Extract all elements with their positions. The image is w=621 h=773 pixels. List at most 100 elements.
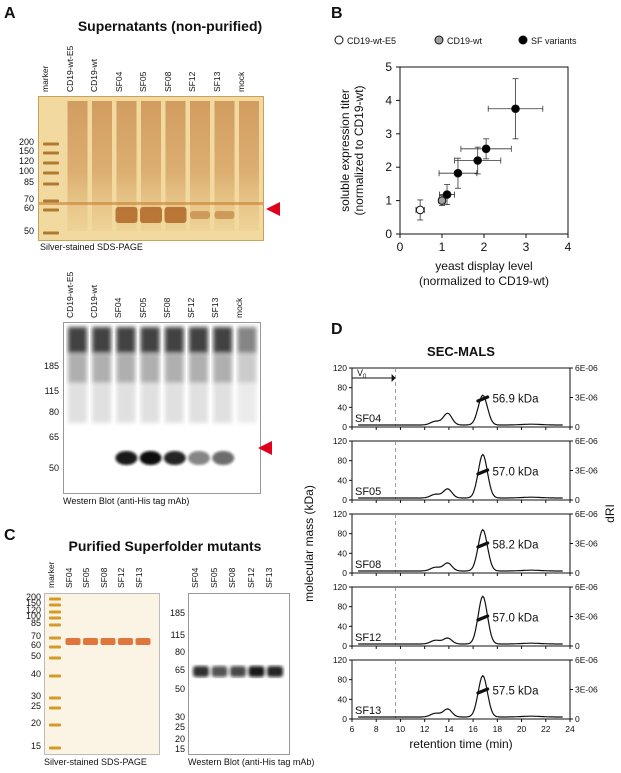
panel-a-title: Supernatants (non-purified)	[77, 18, 263, 34]
y-axis-label-group: soluble expression titer (normalized to C…	[338, 85, 366, 215]
mw-label: 70	[30, 631, 41, 641]
y-axis-label: (normalized to CD19-wt)	[352, 85, 366, 215]
y-tick-label: 120	[333, 582, 347, 592]
marker-band	[43, 208, 59, 212]
wb-smear	[237, 353, 257, 383]
mw-label: 60	[23, 203, 34, 213]
panel-label-b: B	[331, 5, 343, 22]
wb-smear	[164, 327, 184, 353]
lane-label: mock	[234, 297, 245, 318]
wb-smear	[140, 327, 160, 353]
x-tick-label: 18	[493, 724, 503, 734]
wb-smear	[189, 327, 208, 353]
purified-band	[135, 638, 151, 645]
legend-marker	[518, 35, 528, 45]
wb-smear	[92, 383, 112, 423]
gel-smear	[165, 101, 186, 231]
x-tick-label: 8	[374, 724, 379, 734]
purified-band	[65, 638, 81, 645]
chart-title: SEC-MALS	[427, 344, 495, 359]
wb-smear	[237, 327, 257, 353]
mass-trace	[476, 468, 490, 476]
y-tick-label: 40	[338, 402, 348, 412]
mass-label: 56.9 kDa	[492, 393, 539, 405]
y-tick-label: 40	[338, 621, 348, 631]
mw-label: 20	[30, 718, 41, 728]
lane-label: marker	[40, 65, 50, 92]
marker-band	[43, 199, 59, 203]
mw-label: 70	[23, 194, 34, 204]
wb-smear	[140, 353, 160, 383]
wb-smear	[140, 383, 160, 423]
v0-subscript: 0	[363, 374, 367, 380]
gel-smear	[92, 101, 112, 231]
lane-label: SF08	[98, 567, 109, 588]
sample-name: SF12	[355, 632, 381, 644]
purified-band	[100, 638, 116, 645]
dri-trace	[358, 674, 563, 718]
y-tick-label: 5	[385, 60, 392, 74]
lane-label: SF12	[116, 567, 126, 588]
y-tick-right-label: 6E-06	[575, 436, 598, 446]
lane-label: SF12	[245, 567, 256, 588]
a-western-blot	[63, 322, 261, 494]
wb-target-band	[193, 666, 209, 677]
c-wb-caption: Western Blot (anti-His tag mAb)	[188, 757, 315, 767]
sample-name: SF13	[355, 705, 381, 717]
legend-label: CD19-wt-E5	[347, 36, 396, 46]
data-point	[415, 205, 425, 215]
y-tick-label: 2	[385, 160, 392, 174]
mw-label: 60	[30, 640, 41, 650]
lane-label: SF04	[113, 71, 124, 92]
marker-band	[49, 597, 61, 601]
x-tick-label: 12	[420, 724, 430, 734]
mass-label: 57.5 kDa	[492, 685, 539, 697]
wb-target-band	[115, 451, 138, 465]
gel-smear	[239, 101, 259, 231]
lane-label: SF12	[187, 71, 197, 92]
c-western-blot	[188, 593, 290, 755]
y-tick-label: 80	[338, 675, 348, 685]
mw-label: 120	[25, 605, 41, 615]
data-point	[511, 104, 520, 114]
mw-label: 150	[25, 598, 41, 608]
a-gel-caption: Silver-stained SDS-PAGE	[40, 242, 143, 252]
lane-label: SF05	[137, 297, 148, 318]
y-tick-label: 0	[342, 641, 347, 651]
mw-label: 25	[30, 701, 41, 711]
lane-label: CD19-wt	[89, 284, 100, 318]
y-tick-label: 0	[342, 495, 347, 505]
c-silver-gel	[44, 593, 160, 755]
a-wb-caption: Western Blot (anti-His tag mAb)	[63, 496, 190, 506]
lane-label: SF08	[161, 297, 172, 318]
mw-label: 30	[30, 691, 41, 701]
mw-label: 100	[18, 166, 34, 176]
lane-label: SF12	[186, 297, 196, 318]
y-tick-label: 120	[333, 509, 347, 519]
mw-label: 50	[48, 463, 59, 473]
mw-label: 25	[174, 722, 185, 732]
mw-label: 200	[25, 592, 41, 602]
y-tick-label: 40	[338, 475, 348, 485]
target-band	[214, 211, 235, 219]
mass-trace	[476, 687, 490, 695]
gel-smear	[67, 101, 88, 231]
y-tick-label: 1	[385, 194, 392, 208]
mw-label: 15	[30, 741, 41, 751]
x-tick-label: 10	[396, 724, 406, 734]
x-axis-label: yeast display level	[435, 259, 532, 273]
mw-label: 185	[169, 608, 185, 618]
lane-label: SF04	[113, 297, 124, 318]
x-tick-label: 14	[444, 724, 454, 734]
legend-label: SF variants	[531, 36, 577, 46]
legend-label: CD19-wt	[447, 36, 483, 46]
lane-label: SF08	[162, 71, 173, 92]
wb-smear	[116, 383, 136, 423]
wb-target-band	[188, 451, 210, 465]
a-gel-arrow	[266, 202, 280, 216]
mw-label: 80	[48, 407, 59, 417]
marker-band	[43, 161, 59, 165]
wb-smear	[189, 353, 208, 383]
v0-label: V0	[357, 368, 367, 380]
